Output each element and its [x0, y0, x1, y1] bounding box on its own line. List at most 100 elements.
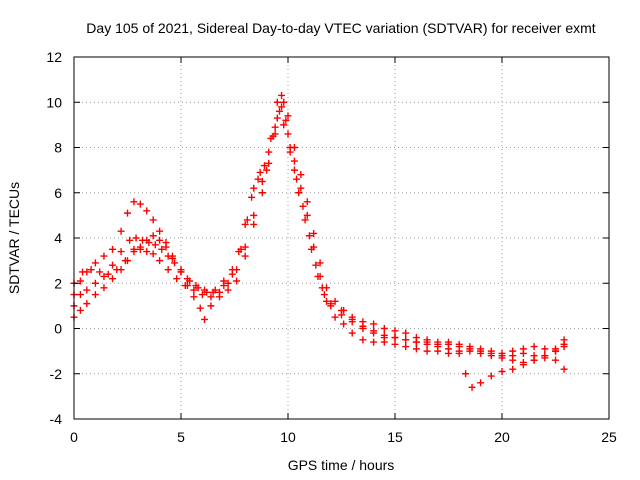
data-point — [290, 166, 298, 174]
data-point — [265, 148, 273, 156]
data-point — [380, 325, 388, 332]
data-point — [434, 347, 442, 355]
data-point — [297, 184, 305, 192]
data-point — [552, 347, 559, 355]
data-point — [104, 270, 112, 278]
data-point — [380, 331, 388, 339]
y-tick-label: -2 — [50, 366, 63, 382]
data-point — [186, 277, 194, 285]
data-point — [258, 177, 266, 185]
data-point — [348, 329, 356, 337]
data-point — [263, 166, 271, 174]
data-point — [190, 293, 198, 301]
x-tick-label: 5 — [177, 429, 185, 445]
data-point — [331, 297, 339, 305]
data-point — [250, 184, 258, 192]
series-trace-a — [70, 91, 568, 373]
data-point — [370, 338, 378, 346]
data-point — [91, 259, 99, 267]
data-point — [113, 266, 121, 274]
grid — [74, 57, 609, 419]
data-point — [250, 220, 258, 228]
data-point — [340, 320, 348, 328]
y-tick-label: 12 — [46, 49, 62, 65]
data-point — [370, 320, 378, 328]
data-point — [468, 383, 476, 391]
data-point — [498, 349, 506, 357]
data-point — [273, 98, 281, 106]
data-point — [162, 243, 170, 251]
data-point — [278, 103, 286, 111]
data-point — [560, 365, 568, 373]
data-point — [445, 340, 452, 348]
data-point — [79, 268, 87, 276]
y-tick-label: -4 — [50, 411, 63, 427]
data-point — [498, 367, 506, 375]
data-point — [100, 252, 108, 260]
data-point — [143, 248, 151, 256]
data-point — [132, 234, 140, 242]
data-point — [194, 284, 202, 292]
data-point — [250, 211, 258, 219]
data-point — [100, 284, 108, 292]
y-tick-label: 10 — [46, 94, 62, 110]
data-point — [290, 144, 298, 151]
data-point — [149, 232, 157, 240]
series-trace-c — [70, 103, 568, 391]
data-point — [310, 229, 318, 237]
data-point — [224, 279, 232, 287]
data-point — [310, 243, 318, 251]
data-point — [173, 275, 181, 283]
data-point — [282, 116, 290, 124]
data-point — [323, 284, 331, 292]
data-point — [91, 291, 99, 299]
data-point — [177, 268, 185, 276]
data-point — [477, 347, 485, 355]
data-point — [530, 356, 538, 364]
x-tick-label: 25 — [601, 429, 617, 445]
data-point — [158, 245, 166, 253]
data-point — [121, 257, 129, 265]
data-point — [445, 349, 452, 357]
data-point — [156, 236, 164, 244]
data-point — [541, 352, 549, 360]
data-point — [423, 338, 431, 346]
data-point — [83, 300, 91, 308]
data-point — [402, 336, 410, 344]
data-point — [380, 338, 388, 346]
data-point — [273, 114, 281, 122]
data-point — [271, 130, 279, 138]
data-point — [241, 243, 249, 251]
data-point — [76, 291, 84, 299]
data-point — [233, 277, 241, 285]
data-point — [267, 134, 275, 142]
data-point — [207, 293, 215, 301]
data-point — [391, 327, 399, 335]
data-point — [284, 112, 292, 120]
data-point — [109, 275, 117, 283]
data-point — [91, 279, 99, 287]
data-point — [340, 306, 348, 314]
data-point — [455, 349, 463, 357]
data-point — [402, 343, 410, 351]
data-point — [327, 300, 335, 308]
data-point — [303, 211, 311, 219]
data-point — [290, 157, 298, 165]
data-point — [241, 220, 249, 228]
data-point — [466, 345, 474, 353]
data-point — [156, 227, 164, 235]
y-tick-label: 2 — [54, 275, 62, 291]
data-point — [391, 334, 399, 342]
data-point — [130, 245, 138, 253]
data-point — [402, 329, 410, 337]
y-tick-label: 8 — [54, 140, 62, 156]
data-point — [168, 254, 176, 262]
data-point — [316, 259, 324, 267]
data-point — [207, 302, 215, 310]
data-point — [519, 345, 527, 353]
data-point — [271, 123, 279, 131]
data-point — [260, 162, 268, 170]
x-tick-label: 15 — [387, 429, 403, 445]
data-point — [265, 159, 273, 167]
